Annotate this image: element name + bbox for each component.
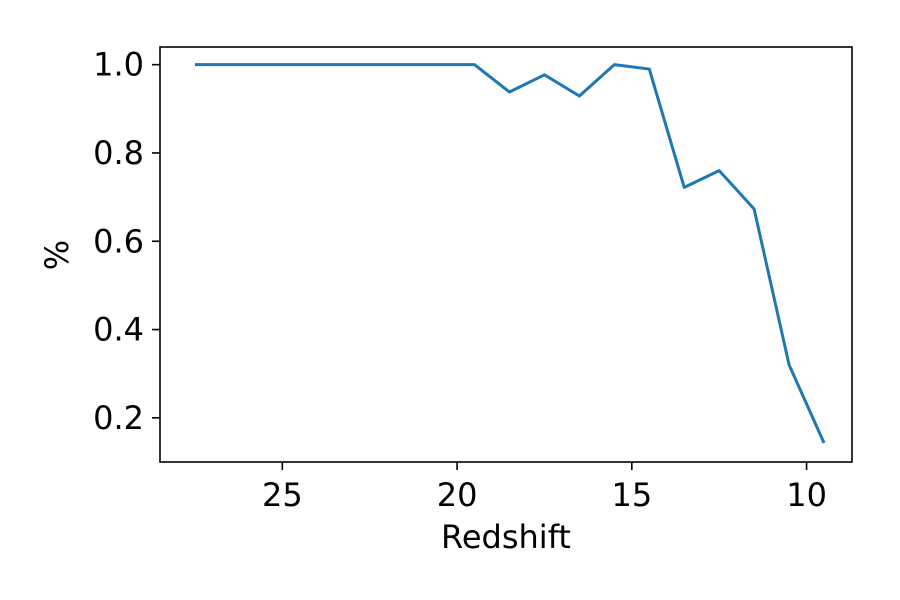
y-axis-label: %	[38, 240, 76, 270]
y-tick-label: 0.6	[93, 222, 144, 260]
x-tick-label: 25	[262, 476, 303, 514]
y-tick-label: 1.0	[93, 46, 144, 84]
y-tick-label: 0.2	[93, 399, 144, 437]
x-tick-label: 10	[786, 476, 827, 514]
series-line-0	[194, 63, 826, 444]
x-tick-label: 15	[611, 476, 652, 514]
x-tick-label: 20	[437, 476, 478, 514]
x-axis-label: Redshift	[441, 518, 571, 556]
y-tick-label: 0.8	[93, 134, 144, 172]
plot-frame	[159, 46, 853, 463]
y-tick-label: 0.4	[93, 311, 144, 349]
